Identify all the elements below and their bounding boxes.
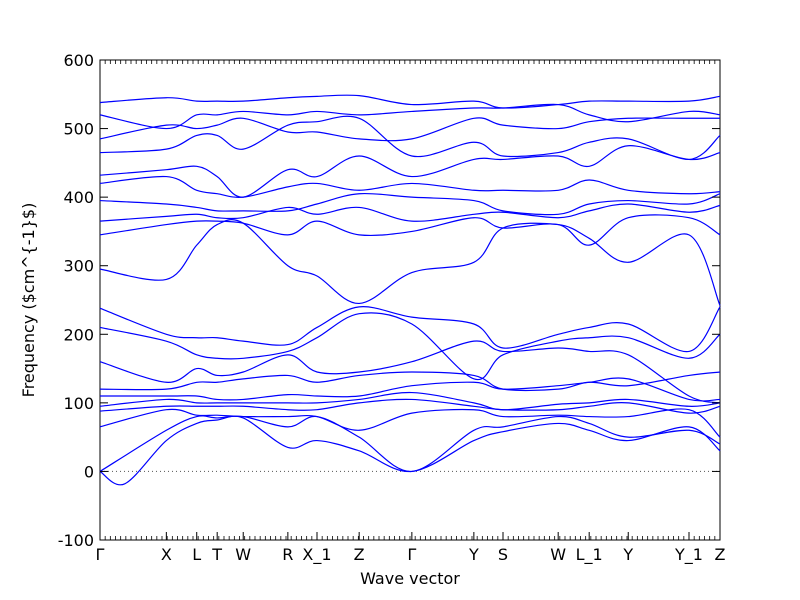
x-tick-label: Y	[468, 545, 479, 564]
y-axis-title: Frequency ($cm^{-1}$)	[19, 203, 38, 398]
band-line-5	[99, 391, 721, 411]
plot-frame	[99, 59, 721, 541]
x-tick-label: R	[282, 545, 293, 564]
band-line-11	[99, 219, 721, 306]
band-line-8	[99, 340, 721, 404]
x-tick-label: Y	[622, 545, 633, 564]
band-line-3	[99, 408, 721, 438]
band-line-15	[99, 175, 721, 198]
y-tick-label: 200	[63, 325, 94, 344]
band-line-2	[99, 415, 721, 473]
x-axis-title: Wave vector	[360, 569, 460, 588]
y-tick-label: 100	[63, 394, 94, 413]
band-line-18	[99, 117, 720, 142]
x-tick-label: Z	[715, 545, 726, 564]
band-line-13	[99, 203, 721, 222]
y-tick-label: 400	[63, 188, 94, 207]
plot-area	[99, 59, 721, 541]
y-tick-label: 300	[63, 257, 94, 276]
band-line-9	[99, 312, 721, 381]
x-axis: Γ X L T W R X_1 Z Γ Y S W L_1 Y Y_1 Z	[96, 532, 726, 565]
band-line-16	[99, 145, 721, 198]
x-tick-label: L_1	[576, 545, 603, 565]
x-tick-label: Γ	[96, 545, 105, 564]
x-tick-label: Z	[354, 545, 365, 564]
y-tick-label: 0	[84, 462, 94, 481]
x-tick-label: W	[550, 545, 566, 564]
band-line-7	[99, 371, 721, 392]
y-tick-label: -100	[58, 531, 94, 550]
x-tick-label: S	[498, 545, 508, 564]
band-line-20	[99, 94, 721, 109]
x-tick-label: W	[235, 545, 251, 564]
x-tick-label: L	[192, 545, 201, 564]
band-line-19	[99, 103, 721, 130]
band-line-1	[99, 415, 721, 486]
x-tick-label: Y_1	[674, 545, 703, 565]
band-line-17	[99, 115, 721, 161]
band-line-14	[99, 192, 721, 216]
x-tick-label: T	[211, 545, 222, 564]
band-line-12	[99, 214, 721, 246]
y-tick-label: 600	[63, 51, 94, 70]
x-tick-label: Γ	[407, 545, 416, 564]
band-line-10	[99, 306, 721, 353]
band-line-4	[99, 398, 721, 414]
band-line-6	[99, 377, 721, 402]
x-tick-label: X_1	[302, 545, 331, 565]
y-tick-label: 500	[63, 120, 94, 139]
x-tick-label: X	[161, 545, 172, 564]
y-axis: -100 0 100 200 300 400 500 600	[58, 51, 720, 550]
